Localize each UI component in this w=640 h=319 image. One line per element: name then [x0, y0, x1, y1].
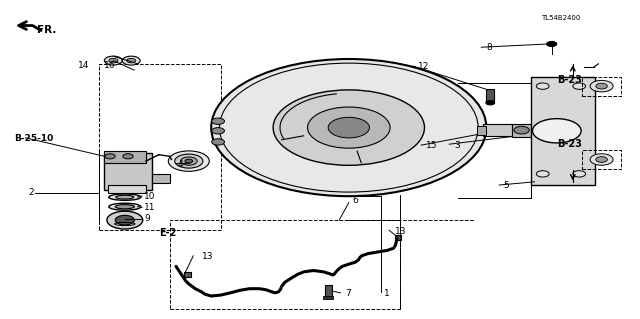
Text: 5: 5 — [504, 181, 509, 189]
Circle shape — [122, 56, 140, 65]
Text: 12: 12 — [418, 63, 429, 71]
Bar — [152, 174, 170, 183]
Text: TL54B2400: TL54B2400 — [541, 15, 580, 20]
Text: 13: 13 — [202, 252, 213, 261]
Text: E-2: E-2 — [159, 228, 176, 238]
Circle shape — [168, 151, 209, 171]
Text: 7: 7 — [346, 289, 351, 298]
Circle shape — [532, 119, 581, 143]
Ellipse shape — [115, 205, 134, 209]
Text: 10: 10 — [144, 192, 156, 201]
Text: 15: 15 — [426, 141, 437, 150]
Text: 9: 9 — [144, 214, 150, 223]
Text: 11: 11 — [144, 203, 156, 212]
Circle shape — [123, 154, 133, 159]
Text: B-23: B-23 — [557, 138, 582, 149]
Bar — [531, 77, 595, 185]
Circle shape — [104, 56, 122, 65]
Circle shape — [328, 117, 369, 138]
Bar — [582, 150, 621, 169]
Bar — [99, 64, 221, 230]
Circle shape — [573, 171, 586, 177]
Text: B-23: B-23 — [557, 75, 582, 85]
Circle shape — [107, 211, 143, 229]
Circle shape — [127, 58, 136, 63]
Circle shape — [596, 83, 607, 89]
Bar — [325, 285, 332, 297]
Text: 14: 14 — [78, 61, 90, 70]
Bar — [323, 296, 333, 299]
Text: 2: 2 — [29, 189, 35, 197]
Text: 6: 6 — [352, 197, 358, 205]
Bar — [108, 185, 146, 193]
Circle shape — [590, 154, 613, 165]
Text: 13: 13 — [395, 227, 406, 236]
Bar — [582, 77, 621, 96]
Circle shape — [109, 58, 118, 63]
Bar — [512, 124, 531, 137]
Text: B-25-10: B-25-10 — [14, 134, 53, 143]
Circle shape — [212, 118, 225, 124]
Ellipse shape — [109, 194, 141, 200]
Circle shape — [536, 171, 549, 177]
Circle shape — [536, 83, 549, 89]
Bar — [104, 151, 146, 163]
Bar — [477, 126, 486, 135]
Text: FR.: FR. — [37, 25, 56, 35]
Circle shape — [180, 157, 197, 165]
Bar — [483, 124, 512, 136]
Circle shape — [514, 126, 529, 134]
Circle shape — [212, 128, 225, 134]
Bar — [170, 220, 400, 309]
Bar — [184, 272, 191, 277]
Text: 8: 8 — [486, 43, 492, 52]
Circle shape — [175, 154, 203, 168]
Circle shape — [212, 139, 225, 145]
Circle shape — [573, 83, 586, 89]
Circle shape — [115, 215, 134, 225]
Bar — [104, 153, 152, 190]
Bar — [395, 235, 401, 240]
Text: 16: 16 — [104, 61, 115, 70]
Circle shape — [211, 59, 486, 196]
Bar — [486, 89, 494, 102]
Circle shape — [590, 80, 613, 92]
Circle shape — [185, 159, 193, 163]
Circle shape — [273, 90, 424, 165]
Circle shape — [105, 154, 115, 159]
Circle shape — [486, 100, 495, 105]
Text: 4: 4 — [178, 160, 184, 169]
Text: 1: 1 — [384, 289, 390, 298]
Text: 3: 3 — [454, 141, 460, 150]
Ellipse shape — [116, 195, 134, 199]
Circle shape — [547, 41, 557, 47]
Circle shape — [307, 107, 390, 148]
Ellipse shape — [109, 203, 141, 210]
Circle shape — [596, 157, 607, 162]
